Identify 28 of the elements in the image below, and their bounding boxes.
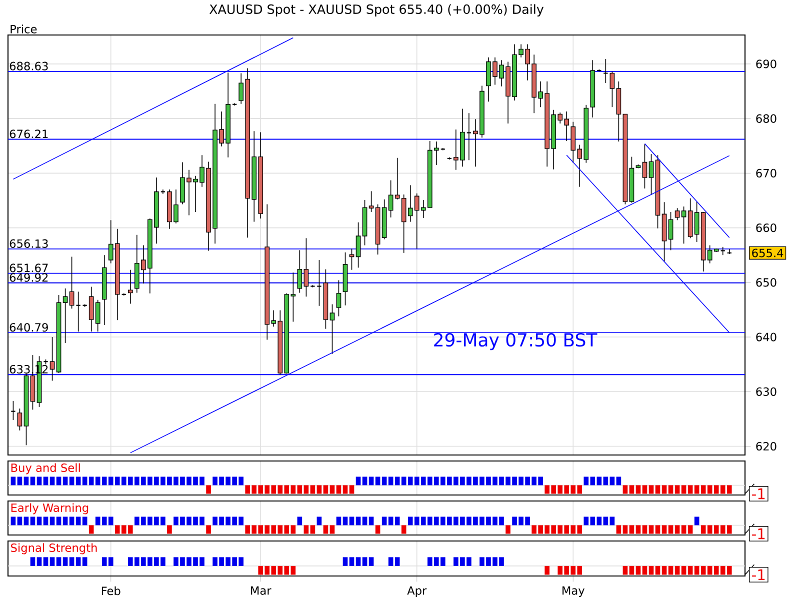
ref-line-label: 688.63 xyxy=(10,62,48,70)
chart-title: Early Warning xyxy=(11,503,88,514)
text: -1 xyxy=(752,528,765,540)
x-tick-label: Apr xyxy=(407,586,427,598)
ref-line-label: 651.67 xyxy=(10,264,48,272)
y-tick-label: 670 xyxy=(756,168,776,178)
text: 655.4 xyxy=(752,248,784,258)
x-tick-label: Feb xyxy=(102,586,120,596)
y-tick-label: 680 xyxy=(756,114,776,123)
y-axis-title: Price xyxy=(10,24,37,34)
ref-line-label: 656.13 xyxy=(10,239,48,248)
chart-title: Signal Strength xyxy=(11,543,97,554)
ref-line-label: 676.21 xyxy=(10,130,48,138)
y-tick-label: 690 xyxy=(756,60,776,68)
y-tick-label: 630 xyxy=(756,387,776,396)
x-tick-label: May xyxy=(562,586,585,598)
y-tick-label: 650 xyxy=(756,278,776,287)
ref-line-label: 640.79 xyxy=(10,323,48,332)
ref-line-label: 649.92 xyxy=(10,273,48,282)
text: -1 xyxy=(752,488,765,500)
annotation: 29-May 07:50 BST xyxy=(434,333,598,350)
text: -1 xyxy=(752,569,765,580)
x-tick-label: Mar xyxy=(251,586,272,595)
chart-title: Buy and Sell xyxy=(11,463,80,474)
chart-title: XAUUSD Spot - XAUUSD Spot 655.40 (+0.00%) Daily xyxy=(209,4,544,16)
y-tick-label: 640 xyxy=(756,332,776,342)
y-tick-label: 660 xyxy=(756,224,776,232)
y-tick-label: 620 xyxy=(756,442,776,451)
